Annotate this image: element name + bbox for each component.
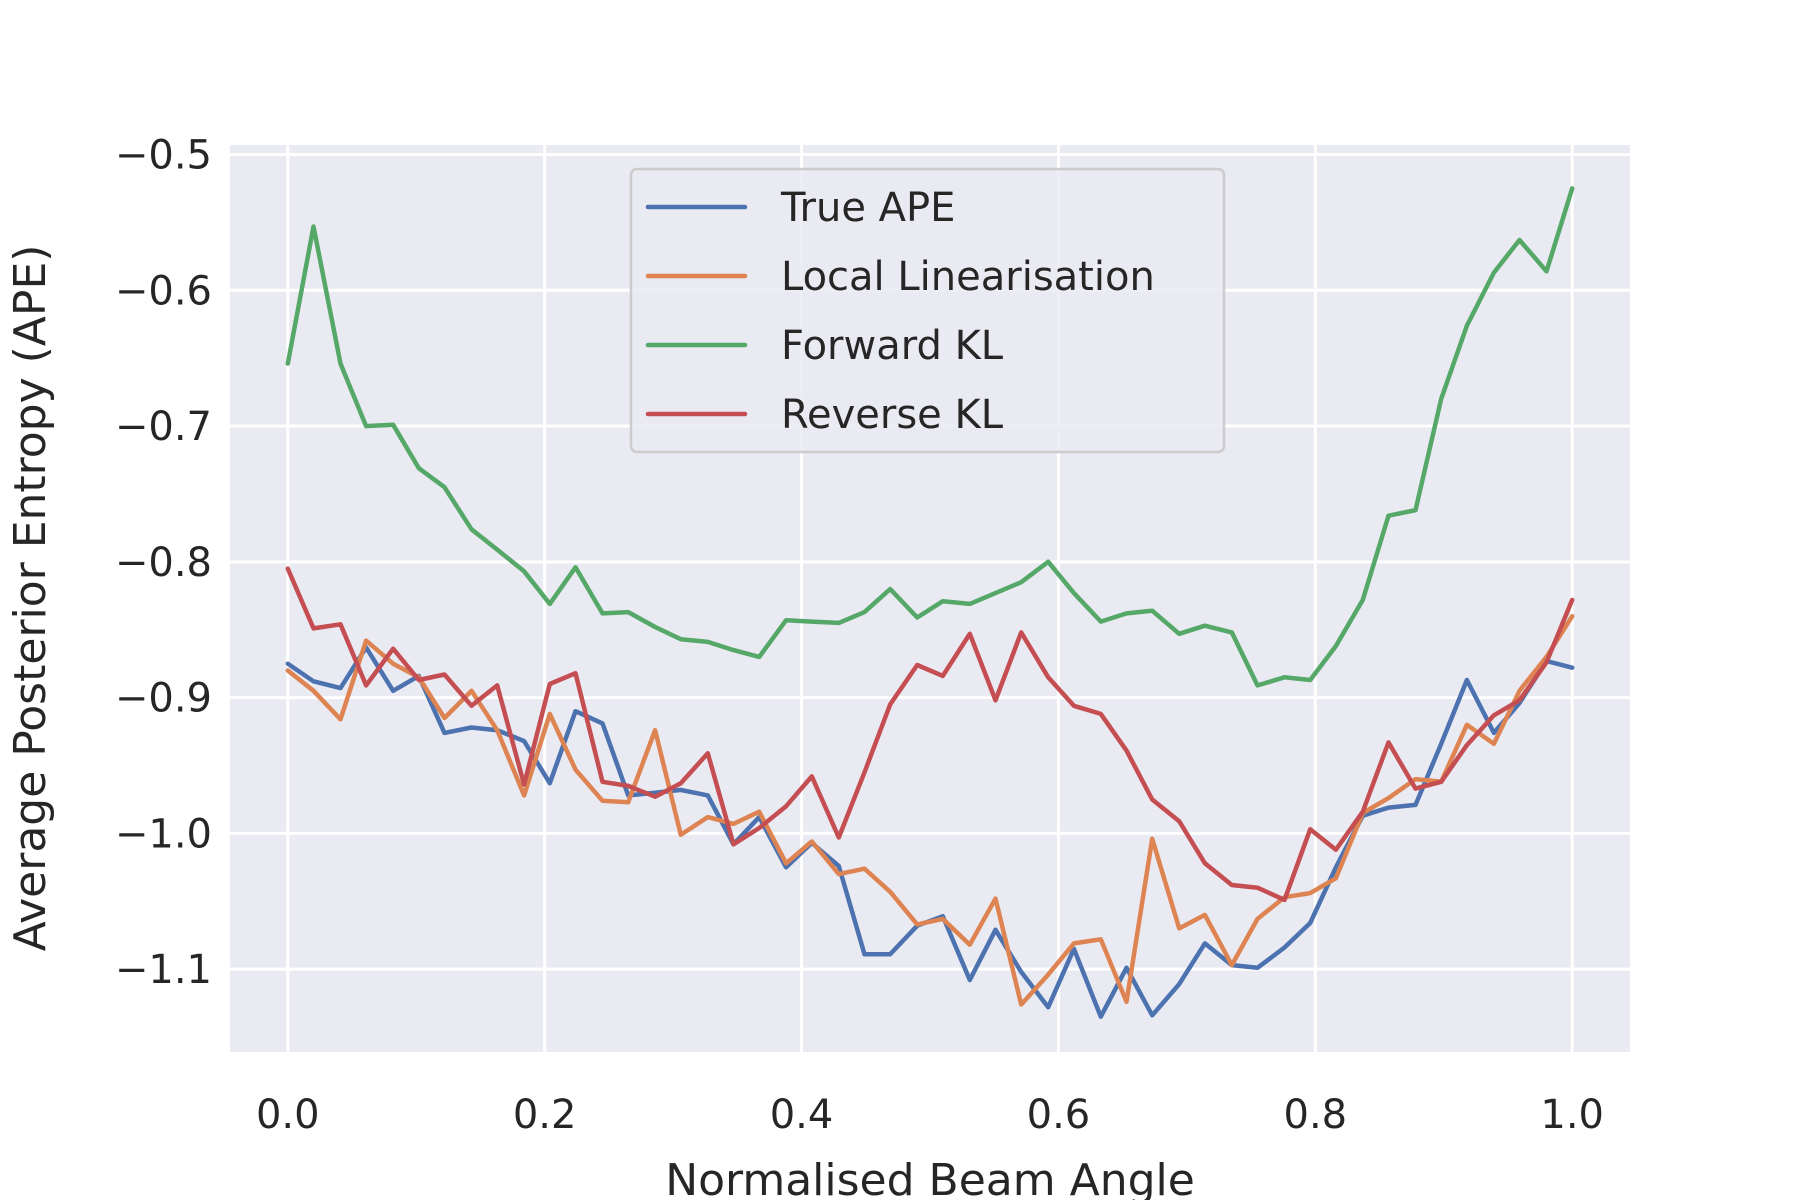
x-tick-label: 0.4 <box>770 1092 834 1138</box>
y-tick-labels: −0.5 −0.6 −0.7 −0.8 −0.9 −1.0 −1.1 <box>115 133 212 994</box>
y-axis-label: Average Posterior Entropy (APE) <box>5 245 56 952</box>
y-tick-label: −0.8 <box>115 540 212 586</box>
y-tick-label: −1.1 <box>115 947 212 993</box>
y-tick-label: −0.9 <box>115 676 212 722</box>
series-lines <box>285 186 1575 1019</box>
x-tick-label: 0.8 <box>1284 1092 1348 1138</box>
y-tick-label: −1.0 <box>115 811 212 857</box>
x-tick-labels: 0.0 0.2 0.4 0.6 0.8 1.0 <box>256 1092 1604 1138</box>
y-tick-label: −0.7 <box>115 404 212 450</box>
x-tick-label: 1.0 <box>1540 1092 1604 1138</box>
legend: True APE Local Linearisation Forward KL Rev… <box>629 167 1226 454</box>
series-line-1 <box>285 613 1575 1007</box>
legend-box <box>629 167 1226 454</box>
y-tick-label: −0.5 <box>115 133 212 179</box>
legend-label: Local Linearisation <box>781 254 1155 300</box>
x-tick-label: 0.2 <box>513 1092 577 1138</box>
x-tick-label: 0.6 <box>1027 1092 1091 1138</box>
series-line-3 <box>285 566 1575 903</box>
legend-label: Reverse KL <box>781 392 1004 438</box>
series-line-2 <box>285 186 1575 688</box>
legend-label: Forward KL <box>781 323 1004 369</box>
x-tick-label: 0.0 <box>256 1092 320 1138</box>
legend-label: True APE <box>780 185 955 231</box>
y-tick-label: −0.6 <box>115 268 212 314</box>
x-axis-label: Normalised Beam Angle <box>665 1155 1195 1200</box>
